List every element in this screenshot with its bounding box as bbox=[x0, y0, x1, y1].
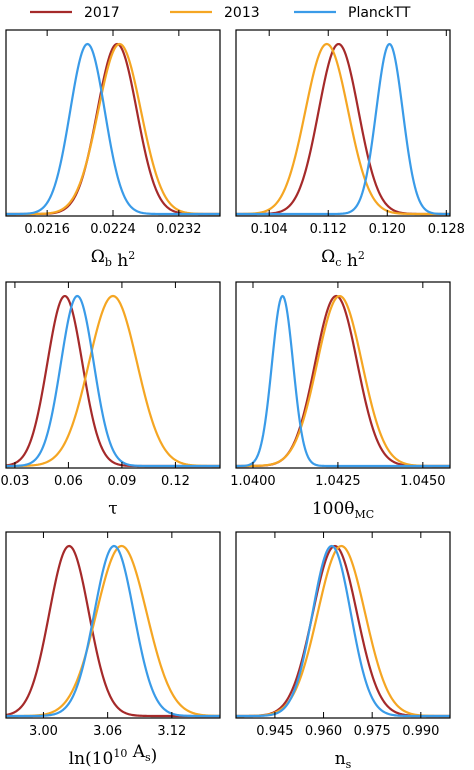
curve-plancktt bbox=[235, 42, 451, 216]
curve-2017 bbox=[5, 42, 221, 216]
panel-ln-10-10-as: 3.00 3.06 3.12 ln(1010 As) bbox=[5, 531, 221, 769]
x-axis-label: 100θMC bbox=[312, 499, 374, 521]
x-tick-label: 0.0216 bbox=[24, 222, 70, 237]
panel-frame bbox=[5, 531, 221, 719]
x-tick-label: 0.120 bbox=[369, 222, 406, 237]
panel-n-s: 0.945 0.960 0.975 0.990 ns bbox=[235, 531, 451, 770]
x-tick-label: 0.0224 bbox=[90, 222, 136, 237]
x-tick-label: 1.0400 bbox=[230, 474, 276, 489]
curve-2017 bbox=[235, 294, 451, 468]
curve-plancktt bbox=[235, 294, 451, 468]
x-tick-label: 0.09 bbox=[107, 474, 136, 489]
x-axis-label: τ bbox=[108, 499, 117, 519]
curve-plancktt bbox=[5, 42, 221, 216]
panel-omega-c-h2: 0.104 0.112 0.120 0.128 Ωc h2 bbox=[235, 29, 465, 271]
curve-2013 bbox=[5, 294, 221, 468]
curve-2013 bbox=[235, 42, 451, 216]
x-tick-label: 0.112 bbox=[310, 222, 347, 237]
curve-2013 bbox=[235, 294, 451, 468]
x-tick-label: 0.990 bbox=[402, 724, 439, 739]
panel-frame bbox=[235, 29, 451, 217]
x-tick-label: 0.945 bbox=[256, 724, 293, 739]
panel-100-theta-mc: 1.0400 1.0425 1.0450 100θMC bbox=[230, 281, 451, 521]
legend-label-plancktt: PlanckTT bbox=[348, 5, 411, 21]
x-axis-label: Ωb h2 bbox=[91, 247, 136, 271]
curve-plancktt bbox=[235, 544, 451, 718]
panel-omega-b-h2: 0.0216 0.0224 0.0232 Ωb h2 bbox=[5, 29, 221, 271]
x-tick-label: 3.00 bbox=[29, 724, 58, 739]
x-tick-label: 0.06 bbox=[54, 474, 83, 489]
legend: 2017 2013 PlanckTT bbox=[30, 5, 411, 21]
x-axis-label: Ωc h2 bbox=[321, 247, 365, 271]
curve-plancktt bbox=[5, 544, 221, 718]
panel-tau: 0.03 0.06 0.09 0.12 τ bbox=[0, 281, 221, 519]
curve-2013 bbox=[5, 544, 221, 718]
x-axis-label: ns bbox=[335, 749, 352, 770]
curve-2017 bbox=[5, 294, 221, 468]
x-tick-label: 1.0425 bbox=[315, 474, 361, 489]
legend-label-2013: 2013 bbox=[224, 5, 260, 21]
x-tick-label: 3.06 bbox=[93, 724, 122, 739]
panel-frame bbox=[235, 281, 451, 469]
panel-frame bbox=[5, 29, 221, 217]
curve-plancktt bbox=[5, 294, 221, 468]
curve-2017 bbox=[235, 42, 451, 216]
panel-frame bbox=[5, 281, 221, 469]
x-tick-label: 3.12 bbox=[157, 724, 186, 739]
x-tick-label: 0.12 bbox=[161, 474, 190, 489]
x-tick-label: 0.128 bbox=[428, 222, 465, 237]
curve-2013 bbox=[5, 42, 221, 216]
x-tick-label: 0.03 bbox=[0, 474, 29, 489]
panel-frame bbox=[235, 531, 451, 719]
x-tick-label: 0.0232 bbox=[156, 222, 202, 237]
legend-label-2017: 2017 bbox=[84, 5, 120, 21]
x-axis-label: ln(1010 As) bbox=[69, 742, 158, 769]
curve-2017 bbox=[5, 544, 221, 718]
x-tick-label: 1.0450 bbox=[400, 474, 446, 489]
x-tick-label: 0.960 bbox=[305, 724, 342, 739]
x-tick-label: 0.104 bbox=[251, 222, 288, 237]
x-tick-label: 0.975 bbox=[354, 724, 391, 739]
